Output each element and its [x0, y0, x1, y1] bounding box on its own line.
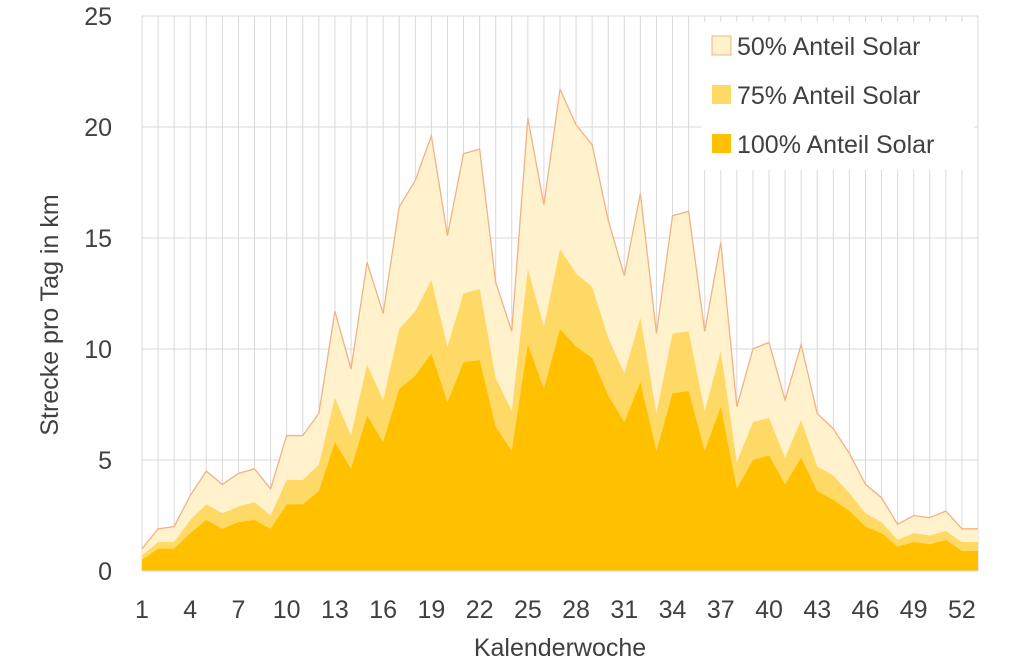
series-outline-1: [141, 86, 978, 550]
x-tick-label: 28: [562, 596, 590, 624]
x-tick-label: 25: [514, 596, 542, 624]
legend-swatch: [712, 134, 731, 153]
series-areas: [141, 86, 978, 571]
legend-label: 100% Anteil Solar: [737, 131, 934, 159]
series-area-3: [142, 329, 978, 571]
x-tick-label: 34: [659, 596, 687, 624]
x-tick-label: 22: [466, 596, 494, 624]
x-tick-label: 4: [183, 596, 197, 624]
legend-swatch: [712, 85, 731, 104]
y-tick-label: 0: [98, 558, 112, 586]
x-tick-label: 7: [232, 596, 246, 624]
x-tick-label: 37: [707, 596, 735, 624]
legend-label: 75% Anteil Solar: [737, 82, 920, 110]
y-tick-label: 20: [84, 114, 112, 142]
x-tick-label: 49: [900, 596, 928, 624]
y-tick-labels: 0 5 10 15 20 25: [84, 3, 112, 586]
x-tick-label: 31: [610, 596, 638, 624]
y-axis-label: Strecke pro Tag in km: [36, 194, 64, 435]
x-tick-label: 10: [273, 596, 301, 624]
x-tick-label: 43: [803, 596, 831, 624]
x-tick-label: 16: [369, 596, 397, 624]
x-tick-label: 40: [755, 596, 783, 624]
x-tick-label: 52: [948, 596, 976, 624]
legend-background: [702, 22, 974, 170]
x-tick-label: 19: [417, 596, 445, 624]
y-tick-label: 25: [84, 3, 112, 31]
x-tick-labels: 1 4 7 10 13 16 19 22 25 28 31 34 37 40 43 46 49 52: [135, 596, 976, 624]
y-tick-label: 15: [84, 225, 112, 253]
x-axis-label: Kalenderwoche: [474, 634, 646, 662]
y-tick-label: 5: [98, 447, 112, 475]
y-tick-label: 10: [84, 336, 112, 364]
x-tick-label: 1: [135, 596, 149, 624]
legend: 50% Anteil Solar 75% Anteil Solar 100% Ant…: [702, 22, 974, 170]
x-tick-label: 46: [852, 596, 880, 624]
x-tick-label: 13: [321, 596, 349, 624]
legend-label: 50% Anteil Solar: [737, 33, 920, 61]
legend-swatch: [711, 35, 732, 56]
